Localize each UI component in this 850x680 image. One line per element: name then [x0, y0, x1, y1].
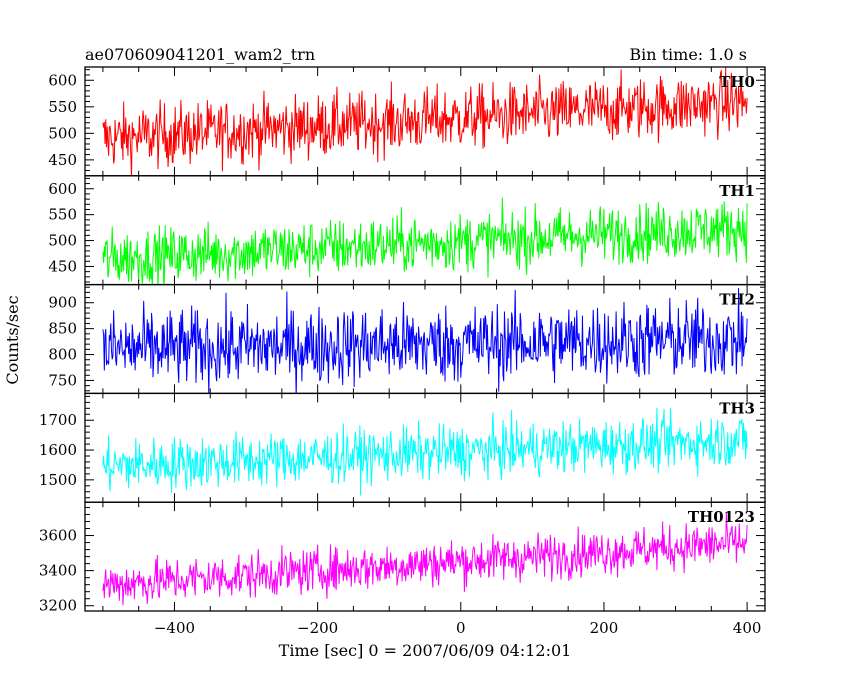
series-name-label: TH3 [719, 399, 755, 417]
series-name-label: TH1 [719, 182, 755, 200]
y-tick-label: 1700 [39, 411, 77, 429]
x-tick-label: −200 [297, 619, 338, 637]
series-name-label: TH2 [719, 291, 755, 309]
panel-th3: 1500 1600 1700 TH3 [39, 392, 766, 503]
y-tick-label: 550 [48, 206, 77, 224]
y-tick-label: 500 [48, 232, 77, 250]
series-line-th3 [102, 407, 748, 496]
y-tick-label: 500 [48, 124, 77, 142]
x-tick-label: 400 [733, 619, 762, 637]
y-tick-label: 750 [48, 371, 77, 389]
y-tick-label: 450 [48, 257, 77, 275]
y-tick-label: 900 [48, 294, 77, 312]
panel-th0123: 3200 3400 3600 TH0123 [39, 501, 766, 615]
y-tick-label: 800 [48, 346, 77, 364]
series-line-th0 [102, 67, 748, 176]
series-line-th2 [102, 288, 748, 394]
y-axis-label: Counts/sec [3, 295, 22, 384]
y-tick-label: 600 [48, 180, 77, 198]
series-name-label: TH0123 [688, 508, 755, 526]
bin-time-label: Bin time: 1.0 s [629, 45, 747, 64]
y-tick-label: 1600 [39, 441, 77, 459]
series-name-label: TH0 [719, 73, 755, 91]
y-tick-label: 3200 [39, 597, 77, 615]
panels: 450 500 550 600 TH0 450 500 550 600 TH1 750 800 850 9… [39, 66, 766, 637]
series-line-th1 [102, 197, 748, 285]
series-line-th0123 [102, 513, 748, 606]
y-tick-label: 550 [48, 98, 77, 116]
y-tick-label: 1500 [39, 471, 77, 489]
y-tick-label: 3400 [39, 562, 77, 580]
x-tick-label: 0 [456, 619, 466, 637]
y-tick-label: 850 [48, 320, 77, 338]
x-axis-label: Time [sec] 0 = 2007/06/09 04:12:01 [279, 641, 572, 660]
x-tick-label: 200 [590, 619, 619, 637]
panel-th1: 450 500 550 600 TH1 [48, 175, 766, 286]
y-tick-label: 3600 [39, 527, 77, 545]
panel-th2: 750 800 850 900 TH2 [48, 283, 766, 395]
y-tick-label: 600 [48, 71, 77, 89]
y-tick-label: 450 [48, 151, 77, 169]
panel-th0: 450 500 550 600 TH0 [48, 66, 766, 177]
plot-title: ae070609041201_wam2_trn [85, 45, 315, 64]
x-tick-label: −400 [154, 619, 195, 637]
